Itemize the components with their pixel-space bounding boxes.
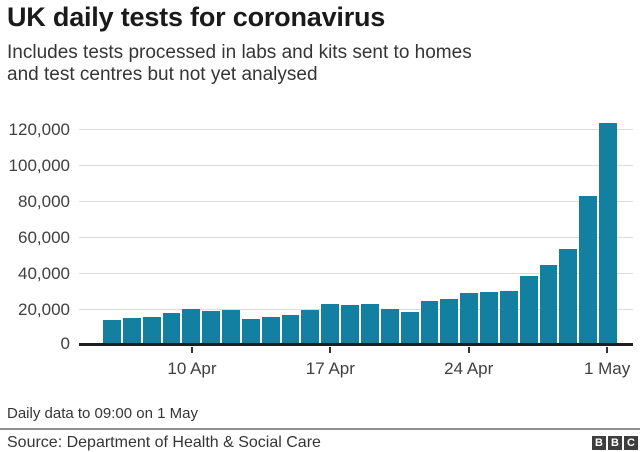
- x-axis-tick: [329, 347, 332, 353]
- bbc-logo-letter: B: [592, 436, 606, 450]
- y-axis-tick-label: 120,000: [8, 120, 70, 139]
- subtitle-line-2: and test centres but not yet analysed: [7, 64, 318, 85]
- x-axis-line: [79, 343, 633, 346]
- bar-27-apr: [519, 276, 538, 343]
- bar-18-apr: [341, 305, 359, 343]
- x-axis-tick-label: 17 Apr: [305, 359, 355, 378]
- source-credit: Source: Department of Health & Social Ca…: [7, 434, 321, 451]
- footer-divider: [0, 428, 640, 430]
- bar-series: [103, 123, 617, 343]
- gridline: [79, 164, 633, 166]
- bar-29-apr: [559, 249, 578, 343]
- y-axis-tick-label: 0: [60, 334, 70, 353]
- bar-14-apr: [261, 316, 280, 343]
- x-axis-tick-label: 1 May: [583, 359, 631, 378]
- bar-8-apr: [142, 316, 161, 343]
- bbc-logo-letter: C: [624, 436, 638, 450]
- bar-24-apr: [460, 292, 479, 343]
- bar-17-apr: [321, 304, 340, 343]
- bar-19-apr: [360, 303, 379, 343]
- bar-1-may: [599, 123, 617, 343]
- bar-21-apr: [400, 312, 419, 343]
- x-axis-tick-label: 10 Apr: [167, 359, 217, 378]
- x-axis-tick: [190, 347, 193, 353]
- y-axis-tick-label: 80,000: [18, 192, 70, 211]
- x-axis-tick-label: 24 Apr: [444, 359, 494, 378]
- bar-15-apr: [281, 314, 300, 343]
- y-axis-tick-label: 40,000: [18, 264, 70, 283]
- y-axis-tick-label: 60,000: [18, 228, 70, 247]
- y-axis-tick-label: 100,000: [8, 156, 70, 175]
- bar-6-apr: [103, 319, 121, 343]
- bar-7-apr: [122, 317, 141, 343]
- bbc-logo-letter: B: [608, 436, 622, 450]
- page-title: UK daily tests for coronavirus: [7, 2, 386, 32]
- gridline: [79, 200, 633, 202]
- bar-chart: 0 20,000 40,000 60,000 80,000 100,000 120,000 1…: [0, 110, 640, 400]
- bar-20-apr: [380, 308, 399, 343]
- bar-25-apr: [480, 292, 498, 343]
- y-axis-tick-label: 20,000: [18, 300, 70, 319]
- bar-11-apr: [202, 310, 221, 343]
- bar-12-apr: [222, 310, 240, 343]
- gridline: [79, 236, 633, 238]
- bar-9-apr: [162, 313, 181, 343]
- bar-26-apr: [499, 290, 518, 343]
- bar-30-apr: [579, 196, 598, 343]
- bar-16-apr: [301, 310, 320, 343]
- x-axis-tick: [467, 347, 470, 353]
- bar-28-apr: [539, 265, 558, 343]
- chart-subtitle: Includes tests processed in labs and kit…: [7, 42, 472, 86]
- gridline: [79, 128, 633, 130]
- bar-10-apr: [182, 309, 201, 343]
- subtitle-line-1: Includes tests processed in labs and kit…: [7, 42, 472, 63]
- bar-13-apr: [241, 318, 260, 343]
- bar-23-apr: [440, 299, 459, 343]
- gridline: [79, 272, 633, 274]
- x-axis-tick: [606, 347, 609, 353]
- bar-22-apr: [420, 301, 439, 343]
- footer-note: Daily data to 09:00 on 1 May: [7, 405, 198, 422]
